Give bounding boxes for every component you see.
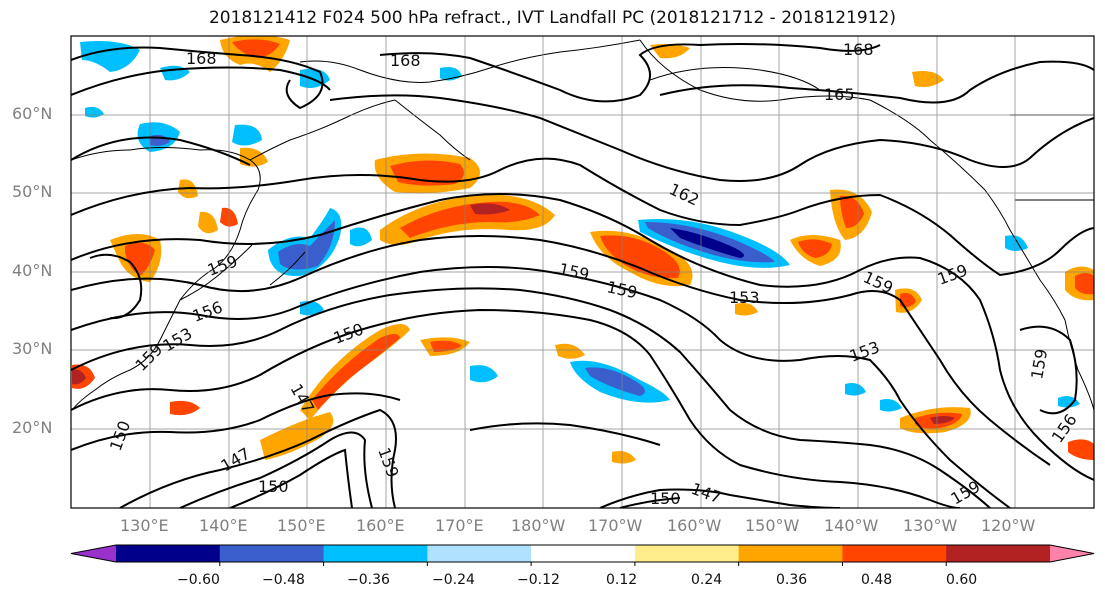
colorbar-tick-label: −0.60 [177, 572, 220, 588]
contour-label: 147 [218, 444, 254, 476]
contour-label: 150 [258, 477, 289, 496]
lat-label: 30°N [12, 339, 53, 358]
colorbar-tick-label: −0.12 [517, 572, 560, 588]
lon-label: 140°W [824, 516, 879, 535]
contour-label: 159 [948, 477, 984, 509]
colorbar-segment [427, 545, 532, 562]
map-title: 2018121412 F024 500 hPa refract., IVT La… [208, 8, 896, 28]
refractivity-contours [71, 43, 1094, 508]
graticule [71, 36, 1094, 508]
colorbar-tick-label: 0.36 [776, 572, 808, 588]
lat-label: 20°N [12, 418, 53, 437]
colorbar-outline [70, 544, 1095, 563]
lat-label: 50°N [12, 182, 53, 201]
contour-label: 168 [390, 51, 421, 70]
contour-label: 159 [1027, 347, 1051, 380]
lon-label: 130°W [903, 516, 958, 535]
map-plot-area: 168 168 168 165 162 159 159 159 159 159 … [71, 36, 1094, 508]
lat-label: 60°N [12, 104, 53, 123]
map-frame [70, 35, 1095, 509]
contour-label: 147 [689, 479, 724, 507]
contour-label: 168 [186, 49, 217, 68]
colorbar-tick-label: 0.12 [606, 572, 638, 588]
contour-label: 150 [650, 489, 681, 508]
contour-label: 153 [729, 288, 760, 307]
colorbar-extend-min [71, 545, 116, 562]
colorbar-tick-label: 0.48 [861, 572, 893, 588]
contour-label: 159 [374, 445, 402, 480]
colorbar-segment [116, 545, 221, 562]
contour-label: 150 [106, 418, 134, 453]
coastlines [71, 39, 1094, 411]
contour-label: 153 [160, 324, 196, 356]
lat-label: 40°N [12, 261, 53, 280]
colorbar-tick-label: 0.60 [946, 572, 978, 588]
contour-label: 159 [557, 259, 591, 284]
colorbar-segment [946, 545, 1051, 562]
lon-label: 120°W [981, 516, 1036, 535]
colorbar-segment [634, 545, 740, 562]
contour-label: 165 [824, 85, 855, 104]
colorbar-segment [531, 545, 636, 562]
colorbar-segment [842, 545, 947, 562]
lon-label: 170°E [435, 516, 484, 535]
colorbar-extend-max [1050, 545, 1094, 562]
colorbar-segment [323, 545, 428, 562]
contour-label: 156 [190, 297, 225, 325]
lon-label: 130°E [120, 516, 169, 535]
lon-label: 150°W [745, 516, 800, 535]
lon-label: 160°E [356, 516, 405, 535]
colorbar-segment [219, 545, 325, 562]
contour-label: 159 [605, 277, 639, 302]
lon-label: 160°W [667, 516, 722, 535]
colorbar-segment [738, 545, 843, 562]
colorbar [70, 544, 1095, 566]
lon-label: 150°E [277, 516, 326, 535]
contour-label: 159 [205, 251, 240, 279]
lon-label: 170°W [588, 516, 643, 535]
colorbar-tick-label: −0.48 [262, 572, 305, 588]
lon-label: 180°W [511, 516, 566, 535]
colorbar-tick-label: −0.36 [347, 572, 390, 588]
contour-label: 168 [843, 40, 874, 59]
colorbar-tick-label: 0.24 [691, 572, 723, 588]
contour-label-set: 168 168 168 165 162 159 159 159 159 159 … [106, 40, 1081, 508]
contour-label: 153 [847, 337, 882, 365]
contour-label: 162 [666, 179, 702, 209]
colorbar-tick-label: −0.24 [432, 572, 475, 588]
lon-label: 140°E [199, 516, 248, 535]
